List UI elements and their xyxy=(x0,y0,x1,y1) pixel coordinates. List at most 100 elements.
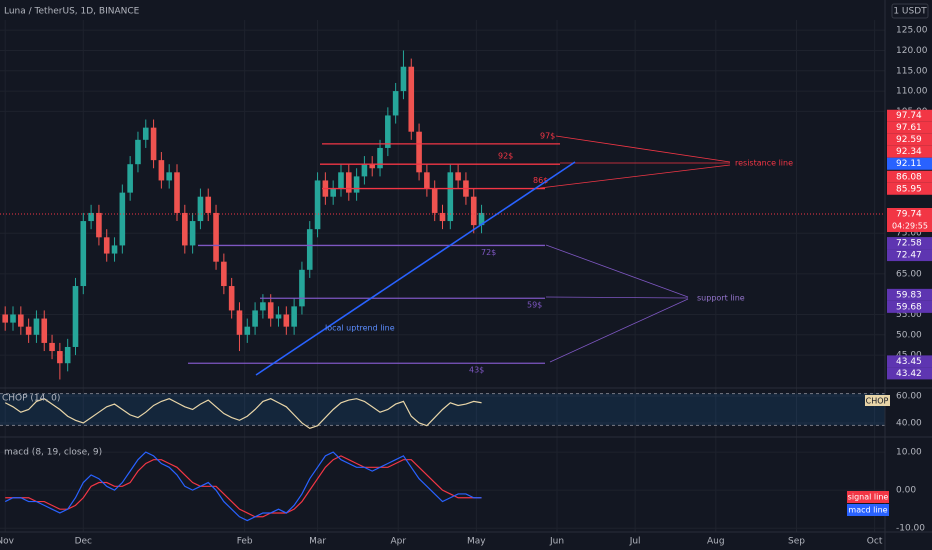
candle-body xyxy=(408,66,415,132)
series-line xyxy=(4,451,482,522)
candle-body xyxy=(275,314,282,319)
price-tag-label: 97.61 xyxy=(896,123,922,133)
candle-body xyxy=(361,164,368,177)
price-tag xyxy=(887,145,932,158)
price-tag-label: 92.11 xyxy=(896,159,922,169)
candle-body xyxy=(455,172,461,181)
price-tag xyxy=(887,249,932,262)
price-tag xyxy=(887,300,932,313)
x-tick-label: Jul xyxy=(629,537,641,547)
candle-body xyxy=(228,286,235,311)
chop-label: CHOP (14, 0) xyxy=(2,394,60,404)
currency-box[interactable] xyxy=(891,3,929,19)
candle-body xyxy=(80,221,87,287)
candle-body xyxy=(470,196,477,226)
y-tick-label: 75.00 xyxy=(896,229,922,239)
level-label: 43$ xyxy=(469,366,484,375)
legend-swatch xyxy=(847,491,889,503)
y-tick-label: 115.00 xyxy=(896,66,928,76)
y-tick-label: 60.00 xyxy=(896,392,922,402)
plot: 97$ 92$ 86$ 72$ 59$ 43$ xyxy=(0,50,885,522)
candle-body xyxy=(18,314,24,327)
macd-label: macd (8, 19, close, 9) xyxy=(4,448,102,458)
candle-body xyxy=(221,261,227,287)
candle-body xyxy=(213,212,219,262)
candle-body xyxy=(283,314,290,327)
candle-body xyxy=(197,196,204,222)
candle-body xyxy=(416,131,422,173)
price-tag-label: 59.83 xyxy=(896,290,922,300)
candle-body xyxy=(478,212,485,226)
candle-body xyxy=(330,188,336,197)
y-tick-label: 110.00 xyxy=(896,87,928,97)
candle-body xyxy=(392,91,399,116)
x-tick-label: Nov xyxy=(0,537,15,547)
annotation: resistance line xyxy=(735,159,793,168)
series-tag-label: CHOP xyxy=(866,397,889,406)
price-tag-label: 86.08 xyxy=(896,172,922,182)
level-label: 92$ xyxy=(498,152,513,161)
candle-body xyxy=(299,269,305,307)
x-tick-label: Feb xyxy=(237,537,253,547)
price-tag xyxy=(887,157,932,170)
candle-body xyxy=(400,66,407,92)
uptrend-line xyxy=(255,161,576,376)
candle-body xyxy=(369,164,376,169)
candle-body xyxy=(166,172,172,181)
x-tick-label: Aug xyxy=(707,537,725,547)
x-tick-label: Dec xyxy=(75,537,92,547)
price-tag-label: 72.58 xyxy=(896,239,922,249)
legend-label: macd line xyxy=(848,506,887,515)
candle-body xyxy=(96,212,102,238)
candle-body xyxy=(174,172,180,213)
level-label: 59$ xyxy=(527,301,542,310)
y-tick-label: 55.00 xyxy=(896,310,922,320)
price-tag xyxy=(887,133,932,146)
level-label: 72$ xyxy=(481,248,496,257)
candle-body xyxy=(88,212,94,222)
candle-body xyxy=(25,326,32,335)
y-tick-label: 120.00 xyxy=(896,46,928,56)
series-line xyxy=(5,455,482,518)
candle-body xyxy=(150,127,157,161)
candle-body xyxy=(119,192,126,246)
candle-body xyxy=(306,229,313,270)
candle-body xyxy=(57,351,63,364)
candle-body xyxy=(439,212,446,222)
x-tick-label: Apr xyxy=(390,537,406,547)
annotation: support line xyxy=(697,294,745,303)
x-tick-label: May xyxy=(467,537,486,547)
candle-body xyxy=(236,310,243,335)
last-price-label: 79.74 xyxy=(896,209,922,219)
candle-body xyxy=(189,221,196,246)
x-tick-label: Sep xyxy=(788,537,805,547)
y-tick-label: 50.00 xyxy=(896,330,922,340)
candle-body xyxy=(338,172,344,189)
candle-body xyxy=(385,115,391,148)
price-tag-label: 59.68 xyxy=(896,302,922,312)
candle-body xyxy=(72,286,79,347)
price-tag-label: 97.74 xyxy=(896,111,922,121)
price-tag-label: 43.42 xyxy=(896,369,922,379)
candle-body xyxy=(33,318,40,335)
candle-body xyxy=(64,346,71,364)
price-tag-label: 85.95 xyxy=(896,184,922,194)
price-tag xyxy=(887,288,932,301)
x-tick-label: Jun xyxy=(549,537,564,547)
price-tag xyxy=(887,367,932,380)
candle-body xyxy=(205,196,212,213)
legend-label: signal line xyxy=(848,493,889,502)
series-tag xyxy=(865,395,890,406)
level-label: 97$ xyxy=(540,131,555,140)
currency[interactable]: 1 USDT xyxy=(893,7,927,17)
candle-body xyxy=(2,314,9,323)
candle-body xyxy=(252,310,258,327)
resistance-arrows xyxy=(539,135,731,189)
candle-body xyxy=(291,306,297,327)
candle-body xyxy=(142,127,149,140)
y-tick-label: -10.00 xyxy=(896,524,925,534)
price-tag xyxy=(887,237,932,250)
